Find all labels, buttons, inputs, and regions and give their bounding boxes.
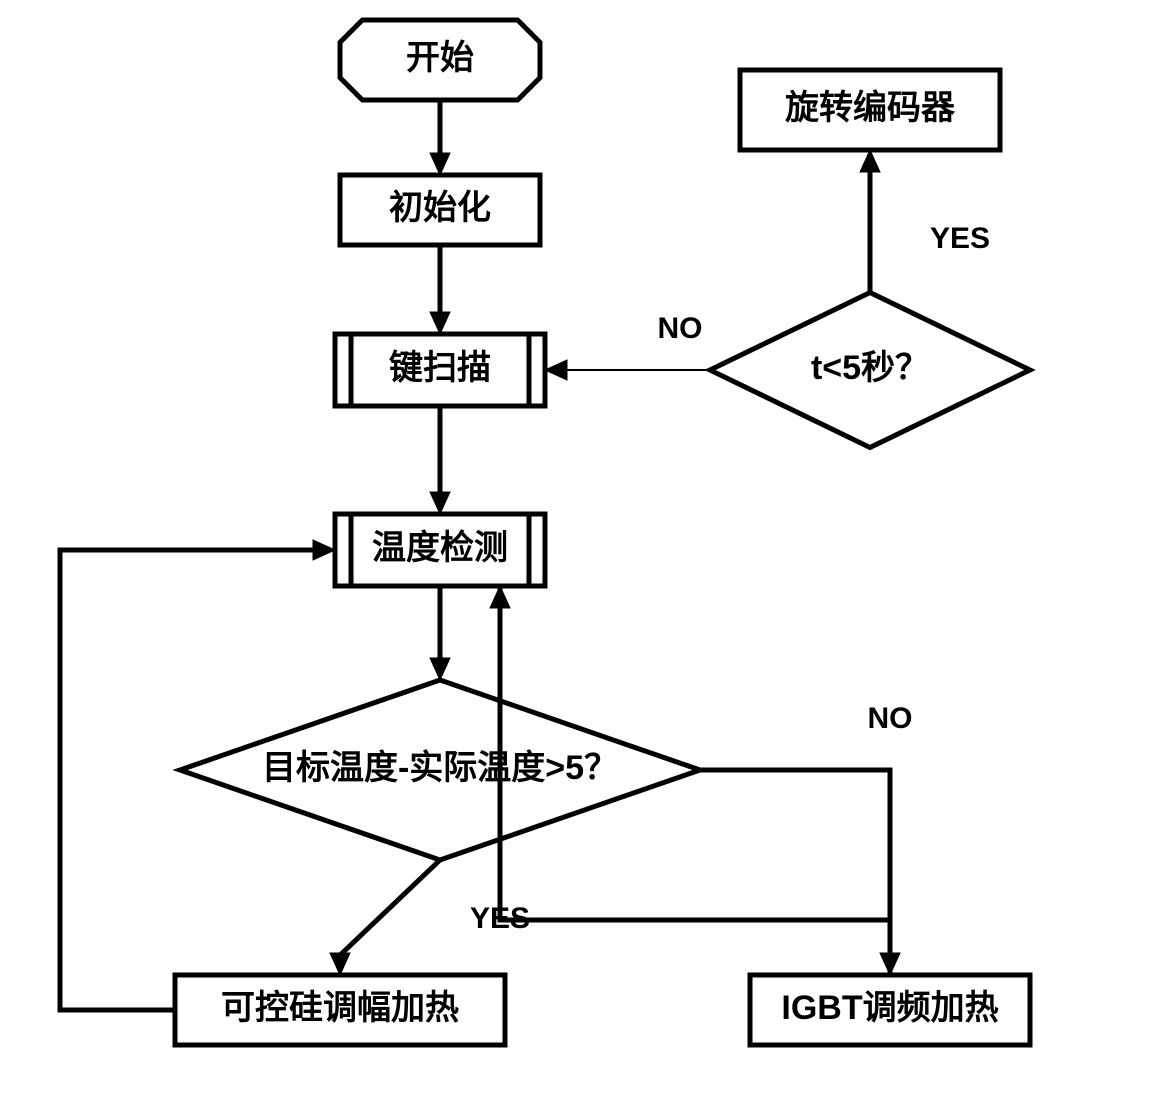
node-tempdet: 温度检测 xyxy=(335,514,545,586)
node-label-scrheat: 可控硅调幅加热 xyxy=(221,989,459,1027)
node-scrheat: 可控硅调幅加热 xyxy=(175,975,505,1045)
node-encoder: 旋转编码器 xyxy=(740,70,1000,150)
node-label-tempdet: 温度检测 xyxy=(372,528,508,567)
node-tempcond: 目标温度-实际温度>5？ xyxy=(180,680,700,860)
node-label-encoder: 旋转编码器 xyxy=(785,89,956,127)
edge-label: NO xyxy=(868,702,913,735)
node-igbtheat: IGBT调频加热 xyxy=(750,975,1030,1045)
edge-label: YES xyxy=(930,222,990,255)
node-label-start: 开始 xyxy=(406,39,474,77)
node-start: 开始 xyxy=(340,20,540,100)
node-keyscan: 键扫描 xyxy=(335,334,545,406)
edge-label: NO xyxy=(658,312,703,345)
node-init: 初始化 xyxy=(340,175,540,245)
node-label-igbtheat: IGBT调频加热 xyxy=(781,989,998,1027)
node-label-init: 初始化 xyxy=(389,189,491,227)
node-label-timecond: t<5秒？ xyxy=(811,349,929,387)
node-label-tempcond: 目标温度-实际温度>5？ xyxy=(262,749,618,787)
node-timecond: t<5秒？ xyxy=(710,293,1030,448)
node-label-keyscan: 键扫描 xyxy=(389,349,491,387)
